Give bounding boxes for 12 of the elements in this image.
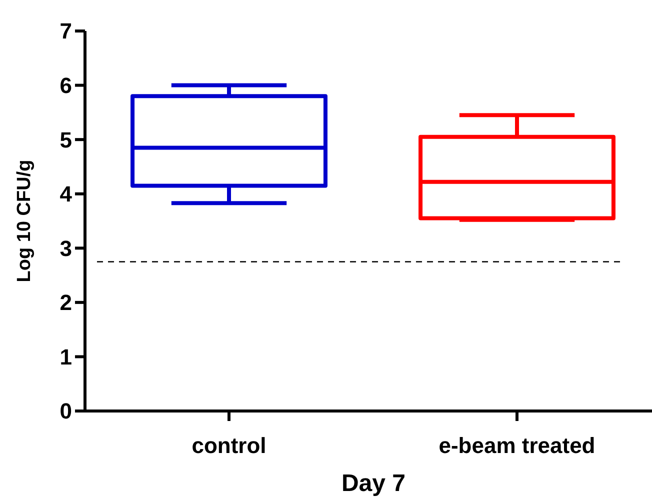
x-axis-title: Day 7	[341, 470, 406, 497]
x-tick-label: control	[192, 433, 266, 458]
y-tick-label: 0	[60, 398, 72, 424]
y-axis-title: Log 10 CFU/g	[14, 160, 35, 282]
y-tick-label: 6	[60, 72, 72, 98]
y-tick-label: 3	[60, 236, 72, 261]
y-tick-label: 7	[60, 18, 72, 44]
y-tick-label: 4	[60, 182, 73, 207]
y-tick-label: 2	[60, 290, 72, 316]
y-tick-label: 1	[60, 344, 72, 370]
x-tick-label: e-beam treated	[438, 433, 596, 458]
y-tick-label: 5	[60, 127, 72, 152]
